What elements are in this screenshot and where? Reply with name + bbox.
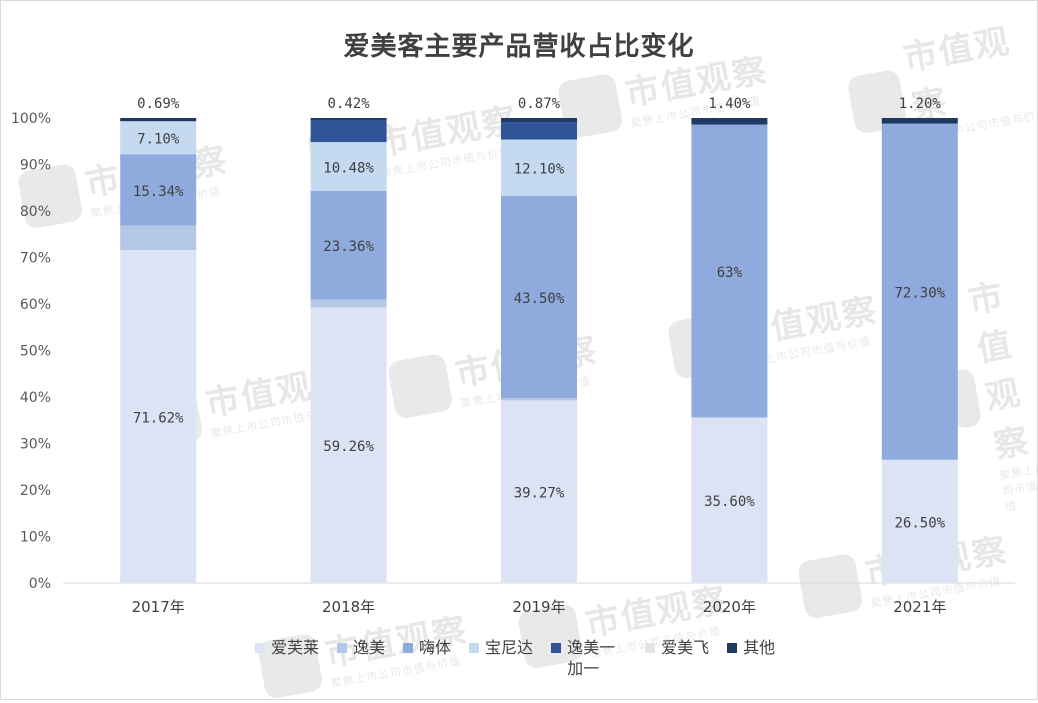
legend-label: 其他	[743, 638, 776, 657]
y-tick-label: 100%	[11, 111, 51, 127]
data-label: 26.50%	[895, 515, 946, 531]
bar-segment	[501, 400, 577, 583]
legend-swatch	[403, 643, 414, 653]
legend-item: 嗨体	[403, 637, 451, 658]
data-label: 1.40%	[708, 96, 751, 112]
legend-swatch	[727, 643, 738, 653]
bar-segment	[881, 123, 958, 460]
legend-label: 嗨体	[419, 638, 452, 657]
bar-segment	[120, 225, 197, 250]
bar-segment	[691, 118, 768, 125]
legend-swatch	[645, 643, 656, 653]
data-label: 0.42%	[328, 96, 371, 112]
x-tick-label: 2020年	[703, 598, 756, 616]
y-tick-label: 60%	[20, 297, 51, 313]
legend-swatch	[337, 643, 348, 653]
legend-item: 宝尼达	[469, 637, 533, 658]
bar-segment	[310, 118, 387, 120]
data-label: 12.10%	[514, 162, 565, 178]
legend-item: 逸美一加一	[551, 637, 627, 679]
data-label: 0.87%	[518, 96, 561, 112]
bar-segment	[120, 118, 197, 122]
bar-segment	[881, 118, 958, 124]
legend-label: 逸美一加一	[567, 638, 616, 678]
x-tick-label: 2018年	[322, 598, 375, 616]
y-tick-label: 40%	[20, 390, 51, 406]
y-tick-label: 10%	[20, 530, 51, 546]
data-label: 7.10%	[137, 132, 180, 148]
chart-title: 爱美客主要产品营收占比变化	[343, 32, 695, 62]
bar-segment	[310, 142, 387, 191]
bar-segment	[310, 119, 387, 143]
bar-segment	[501, 118, 577, 123]
y-tick-label: 90%	[20, 158, 51, 174]
bar-segment	[120, 121, 197, 155]
y-tick-label: 50%	[20, 344, 51, 360]
data-label: 59.26%	[323, 439, 374, 455]
data-label: 0.69%	[137, 96, 180, 112]
legend-swatch	[255, 643, 265, 653]
legend-swatch	[469, 643, 480, 653]
legend-item: 爱美飞	[645, 637, 709, 658]
legend-label: 爱美飞	[661, 638, 710, 657]
bar-segment	[120, 249, 197, 584]
bar-segment	[120, 154, 197, 226]
bar-segment	[501, 122, 577, 140]
legend-label: 逸美	[353, 638, 386, 657]
y-tick-label: 70%	[20, 251, 51, 267]
bar-segment	[501, 139, 577, 196]
legend-item: 爱芙莱	[255, 637, 319, 658]
legend-item: 其他	[727, 637, 775, 658]
legend-item: 逸美	[337, 637, 385, 658]
data-label: 10.48%	[323, 160, 374, 176]
y-tick-label: 30%	[20, 437, 51, 453]
data-label: 71.62%	[133, 410, 184, 426]
x-tick-label: 2021年	[893, 598, 946, 616]
data-label: 23.36%	[323, 239, 374, 255]
bar-segment	[881, 459, 958, 583]
bar-segment	[310, 190, 387, 300]
legend-swatch	[551, 643, 562, 653]
data-label: 39.27%	[514, 486, 565, 502]
bar-segment	[501, 398, 577, 401]
bar-segment	[691, 417, 768, 583]
x-tick-label: 2019年	[512, 598, 565, 616]
y-tick-label: 0%	[29, 576, 51, 592]
data-label: 1.20%	[899, 96, 942, 112]
data-label: 43.50%	[514, 291, 565, 307]
data-label: 63%	[717, 265, 743, 281]
chart-legend: 爱芙莱 逸美 嗨体 宝尼达 逸美一加一 爱美飞 其他	[255, 637, 855, 679]
y-tick-label: 80%	[20, 204, 51, 220]
data-label: 15.34%	[133, 184, 184, 200]
bar-segment	[310, 299, 387, 308]
bar-segment	[501, 195, 577, 399]
y-tick-label: 20%	[20, 483, 51, 499]
legend-label: 宝尼达	[485, 638, 534, 657]
data-label: 35.60%	[704, 494, 755, 510]
bar-segment	[691, 124, 768, 418]
bar-segment	[310, 307, 387, 583]
data-label: 72.30%	[895, 286, 946, 302]
x-tick-label: 2017年	[132, 598, 185, 616]
legend-label: 爱芙莱	[271, 638, 320, 657]
